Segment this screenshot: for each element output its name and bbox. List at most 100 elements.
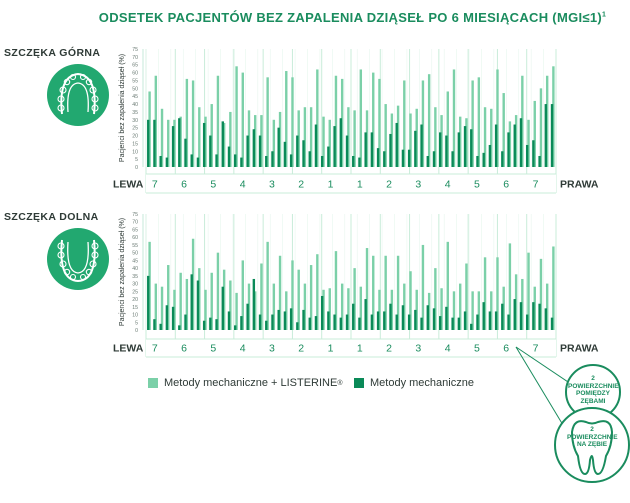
bar-mechanical: [513, 299, 516, 330]
bar-listerine: [148, 91, 151, 167]
bar-listerine: [235, 66, 238, 167]
y-tick-label: 30: [132, 118, 138, 124]
bar-listerine: [496, 257, 499, 330]
bar-mechanical: [196, 280, 200, 330]
bar-listerine: [440, 115, 443, 167]
bar-listerine: [278, 255, 282, 330]
bar-mechanical: [202, 320, 206, 330]
legend-item-mechanical: Metody mechaniczne: [354, 377, 474, 389]
right-side-label: PRAWA: [560, 343, 599, 355]
bar-listerine: [452, 69, 456, 167]
bar-mechanical: [178, 118, 181, 167]
bar-mechanical: [470, 129, 473, 167]
tooth-number: 3: [415, 178, 421, 190]
bar-listerine: [198, 107, 201, 167]
bar-listerine: [365, 110, 369, 167]
bar-listerine: [434, 107, 437, 167]
bar-listerine: [247, 110, 251, 167]
bar-mechanical: [407, 314, 411, 330]
bar-listerine: [272, 283, 276, 330]
bar-mechanical: [364, 132, 367, 167]
bar-listerine: [465, 118, 468, 167]
bar-mechanical: [525, 314, 529, 330]
bar-mechanical: [507, 132, 510, 167]
bar-mechanical: [227, 311, 231, 330]
bar-mechanical: [463, 311, 467, 330]
bar-mechanical: [439, 132, 442, 167]
bar-mechanical: [352, 155, 355, 167]
y-tick-label: 35: [132, 274, 138, 280]
bar-mechanical: [401, 305, 405, 330]
bar-mechanical: [488, 144, 492, 167]
bar-mechanical: [414, 309, 417, 330]
bar-mechanical: [550, 104, 554, 167]
tooth-number: 3: [269, 178, 275, 190]
bar-listerine: [210, 272, 213, 330]
y-tick-label: 35: [132, 110, 138, 116]
bar-listerine: [247, 283, 251, 330]
y-tick-label: 20: [132, 134, 138, 140]
tooth-number: 3: [415, 343, 421, 355]
bar-listerine: [483, 107, 487, 167]
bar-listerine: [452, 291, 456, 330]
bar-listerine: [372, 72, 375, 167]
bar-listerine: [427, 292, 431, 330]
bar-listerine: [359, 69, 363, 167]
tooth-icon: [570, 420, 614, 476]
bar-mechanical: [370, 314, 374, 330]
tooth-row: [146, 174, 556, 193]
bar-listerine: [229, 111, 232, 167]
bar-mechanical: [320, 155, 324, 167]
bar-listerine: [514, 274, 518, 330]
bar-mechanical: [470, 323, 473, 330]
tooth-number: 1: [328, 178, 334, 190]
bar-listerine: [421, 80, 425, 167]
bar-mechanical: [451, 151, 454, 167]
bar-mechanical: [494, 311, 498, 330]
bar-mechanical: [494, 124, 498, 167]
bar-mechanical: [432, 308, 436, 330]
bar-listerine: [309, 265, 313, 330]
bar-mechanical: [457, 317, 461, 330]
y-tick-label: 20: [132, 297, 138, 303]
bar-mechanical: [538, 303, 541, 330]
bar-listerine: [514, 115, 518, 167]
tooth-number: 5: [210, 178, 216, 190]
chart-title: ODSETEK PACJENTÓW BEZ ZAPALENIA DZIĄSEŁ …: [98, 10, 607, 25]
bar-mechanical: [147, 119, 150, 167]
y-tick-label: 10: [132, 149, 138, 155]
bar-listerine: [316, 254, 319, 330]
bar-mechanical: [302, 140, 305, 167]
legend-item-listerine: Metody mechaniczne + LISTERINE ®: [148, 377, 343, 389]
bar-mechanical: [215, 154, 218, 167]
tooth-number: 2: [386, 178, 392, 190]
bar-listerine: [502, 286, 505, 330]
bar-mechanical: [296, 135, 299, 167]
bar-mechanical: [383, 311, 386, 330]
bar-listerine: [148, 241, 151, 330]
bar-mechanical: [165, 157, 169, 167]
bar-mechanical: [271, 151, 274, 167]
bar-listerine: [378, 289, 381, 330]
upper-jaw-icon: [47, 64, 109, 126]
tooth-number: 4: [445, 178, 451, 190]
bar-listerine: [496, 69, 499, 167]
bar-listerine: [396, 255, 400, 330]
bar-mechanical: [364, 299, 367, 330]
bar-listerine: [278, 111, 282, 167]
bar-listerine: [167, 119, 170, 167]
bar-mechanical: [227, 146, 231, 167]
y-tick-label: 25: [132, 289, 138, 295]
bar-mechanical: [314, 124, 318, 167]
bar-listerine: [229, 280, 232, 330]
bar-listerine: [328, 119, 331, 167]
lower-jaw-icon: [47, 228, 109, 290]
bar-listerine: [378, 78, 381, 167]
tooth-number: 1: [357, 343, 363, 355]
bar-mechanical: [314, 316, 318, 330]
bar-listerine: [309, 107, 313, 167]
bar-mechanical: [277, 127, 280, 167]
bar-listerine: [527, 119, 530, 167]
y-tick-label: 5: [135, 320, 138, 326]
